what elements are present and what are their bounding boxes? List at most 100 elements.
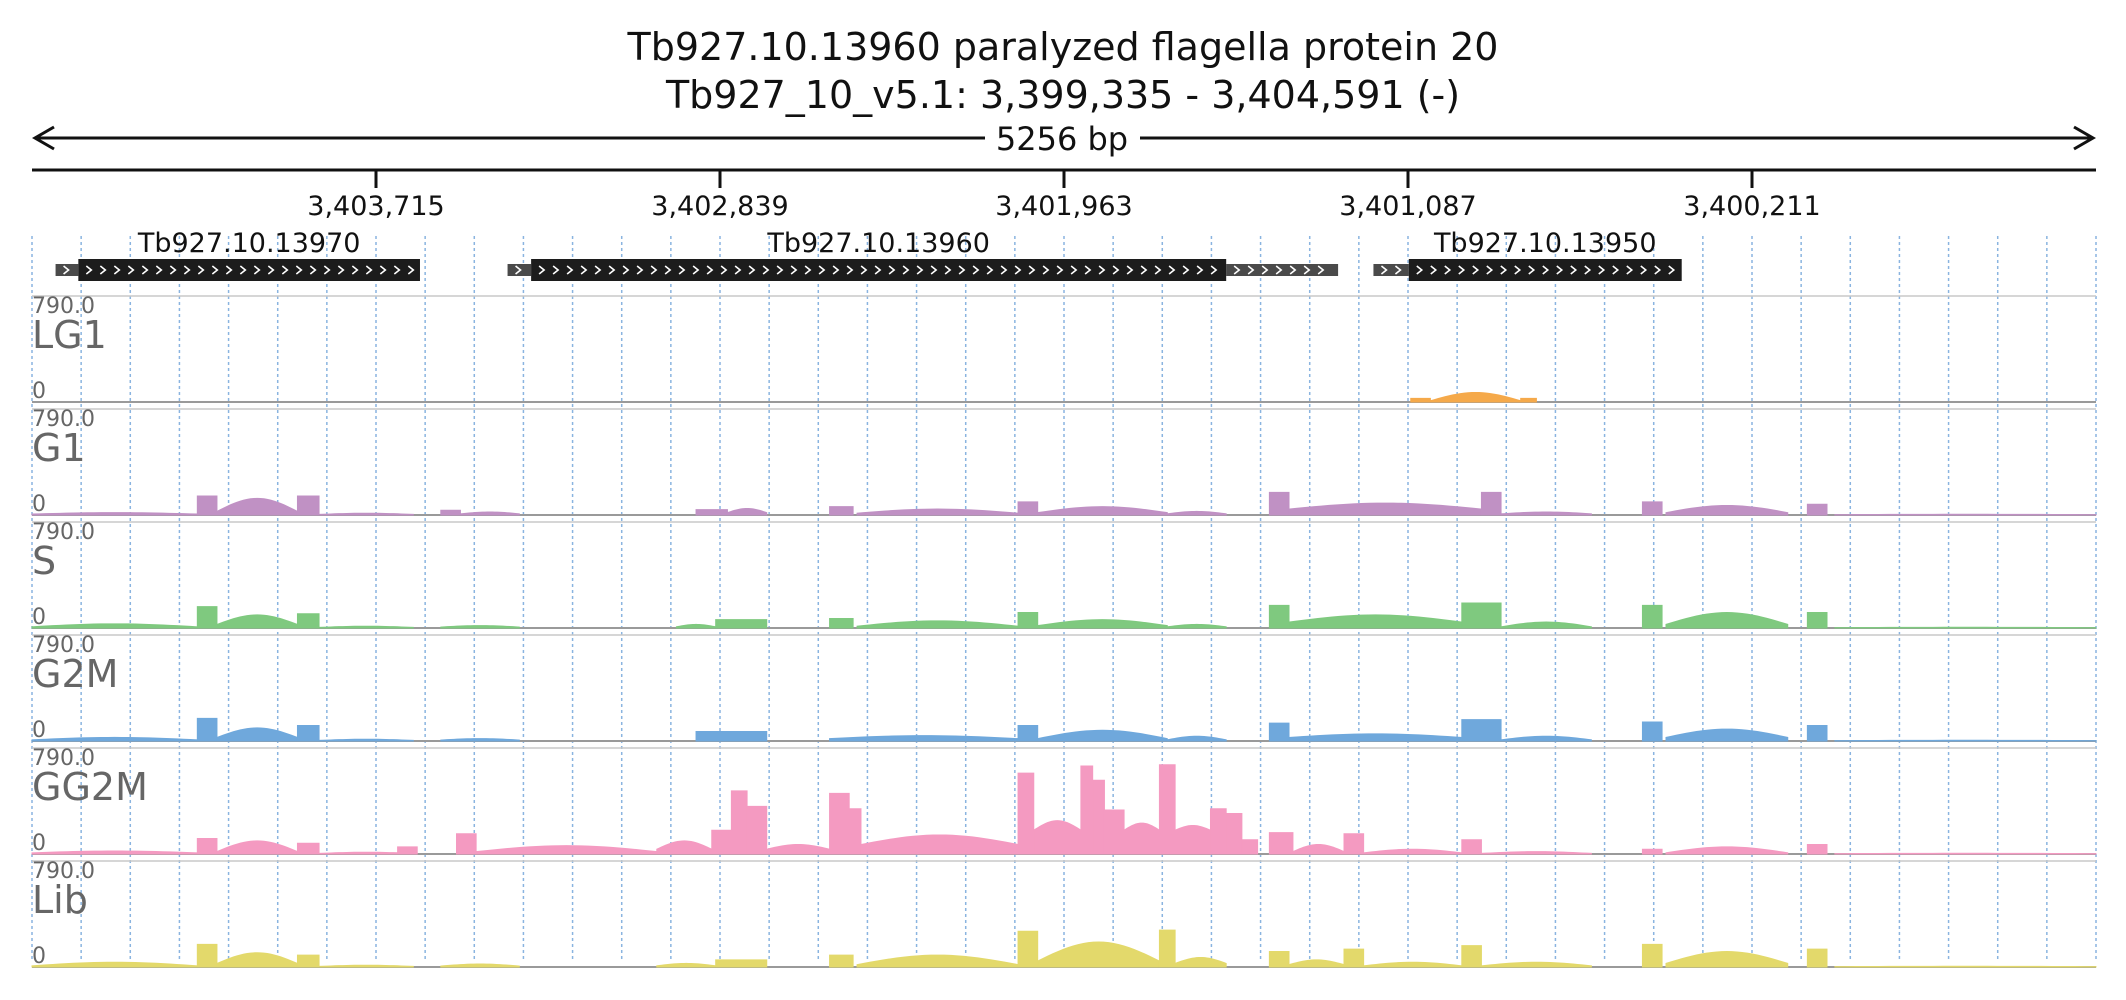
coverage-track: 790.0S 0 bbox=[31, 520, 2097, 630]
coverage-area bbox=[31, 961, 198, 968]
strand-chevron bbox=[1598, 265, 1606, 275]
track-ymin-label: 0 bbox=[32, 944, 46, 969]
strand-chevron bbox=[846, 265, 854, 275]
strand-chevron bbox=[580, 265, 588, 275]
coverage-area bbox=[1166, 623, 1227, 629]
coverage-area bbox=[440, 625, 520, 629]
coverage-area bbox=[1461, 602, 1502, 629]
strand-chevron bbox=[1626, 265, 1634, 275]
coverage-area bbox=[715, 959, 768, 968]
coverage-area bbox=[1017, 930, 1039, 968]
coverage-area bbox=[656, 840, 713, 855]
track-name: S bbox=[32, 539, 56, 583]
ruler-tick-label: 3,403,715 bbox=[307, 191, 444, 222]
coverage-area bbox=[1288, 959, 1345, 968]
coverage-area bbox=[1017, 501, 1039, 516]
strand-chevron bbox=[902, 265, 910, 275]
coverage-area bbox=[475, 845, 658, 855]
track-name: GG2M bbox=[32, 765, 148, 809]
strand-chevron bbox=[211, 265, 219, 275]
ruler-tick-label: 3,401,963 bbox=[995, 191, 1132, 222]
coverage-area bbox=[1225, 813, 1243, 855]
strand-chevron bbox=[155, 265, 163, 275]
strand-chevron bbox=[85, 265, 93, 275]
strand-chevron bbox=[1210, 265, 1218, 275]
coverage-area bbox=[397, 846, 418, 855]
gene-utr bbox=[55, 264, 79, 276]
strand-chevron bbox=[1084, 265, 1092, 275]
ruler-tick-label: 3,401,087 bbox=[1339, 191, 1476, 222]
coverage-area bbox=[1037, 729, 1168, 742]
strand-chevron bbox=[888, 265, 896, 275]
track-name: Lib bbox=[32, 878, 88, 922]
strand-chevron bbox=[916, 265, 924, 275]
coverage-track: 790.0G1 0 bbox=[31, 407, 2097, 517]
strand-chevron bbox=[267, 265, 275, 275]
coverage-area bbox=[829, 506, 854, 516]
strand-chevron bbox=[1140, 265, 1148, 275]
coverage-area bbox=[296, 954, 320, 968]
strand-chevron bbox=[1612, 265, 1620, 275]
strand-chevron bbox=[99, 265, 107, 275]
coverage-area bbox=[440, 738, 520, 742]
strand-chevron bbox=[734, 265, 742, 275]
coverage-area bbox=[711, 829, 732, 855]
genomic-location: Tb927_10_v5.1: 3,399,335 - 3,404,591 (-) bbox=[665, 73, 1461, 117]
strand-chevron bbox=[1486, 265, 1494, 275]
coverage-area bbox=[1033, 820, 1082, 855]
strand-chevron bbox=[1556, 265, 1564, 275]
span-label: 5256 bp bbox=[996, 120, 1128, 158]
coverage-area bbox=[1103, 809, 1125, 855]
track-ymax-label: 790.0 bbox=[32, 520, 95, 545]
coverage-area bbox=[1017, 725, 1039, 742]
strand-chevron bbox=[1654, 265, 1662, 275]
strand-chevron bbox=[818, 265, 826, 275]
strand-chevron bbox=[1196, 265, 1204, 275]
coverage-area bbox=[1268, 722, 1290, 742]
coverage-area bbox=[1665, 951, 1789, 968]
track-ymin-label: 0 bbox=[32, 379, 46, 404]
strand-chevron bbox=[944, 265, 952, 275]
strand-chevron bbox=[1394, 265, 1402, 275]
coverage-area bbox=[440, 509, 461, 516]
strand-chevron bbox=[183, 265, 191, 275]
strand-chevron bbox=[762, 265, 770, 275]
strand-chevron bbox=[706, 265, 714, 275]
coverage-area bbox=[1166, 735, 1227, 742]
strand-chevron bbox=[1317, 265, 1325, 275]
coverage-area bbox=[1641, 604, 1663, 629]
span-indicator: 5256 bp bbox=[32, 120, 2096, 158]
strand-chevron bbox=[1640, 265, 1648, 275]
coverage-area bbox=[196, 495, 218, 516]
strand-chevron bbox=[1070, 265, 1078, 275]
coverage-area bbox=[856, 620, 1019, 629]
strand-chevron bbox=[1416, 265, 1424, 275]
coverage-area bbox=[1092, 779, 1105, 855]
track-ymax-label: 790.0 bbox=[32, 633, 95, 658]
coverage-area bbox=[1037, 619, 1168, 629]
figure-header: Tb927.10.13960 paralyzed flagella protei… bbox=[0, 0, 2126, 125]
coverage-area bbox=[848, 808, 862, 855]
strand-chevron bbox=[1668, 265, 1676, 275]
coverage-area bbox=[1158, 764, 1176, 855]
strand-chevron bbox=[930, 265, 938, 275]
strand-chevron bbox=[832, 265, 840, 275]
coverage-area bbox=[726, 507, 768, 516]
track-ymin-label: 0 bbox=[32, 492, 46, 517]
coverage-area bbox=[656, 962, 717, 968]
strand-chevron bbox=[860, 265, 868, 275]
coverage-area bbox=[459, 511, 520, 516]
strand-chevron bbox=[692, 265, 700, 275]
strand-chevron bbox=[538, 265, 546, 275]
coverage-area bbox=[1288, 614, 1463, 629]
coverage-area bbox=[296, 613, 320, 629]
strand-chevron bbox=[636, 265, 644, 275]
coverage-area bbox=[216, 952, 298, 968]
strand-chevron bbox=[972, 265, 980, 275]
strand-chevron bbox=[552, 265, 560, 275]
coverage-area bbox=[1500, 511, 1592, 516]
gene-model: Tb927.10.13950 bbox=[1373, 228, 1682, 281]
coverage-area bbox=[766, 843, 831, 855]
strand-chevron bbox=[253, 265, 261, 275]
